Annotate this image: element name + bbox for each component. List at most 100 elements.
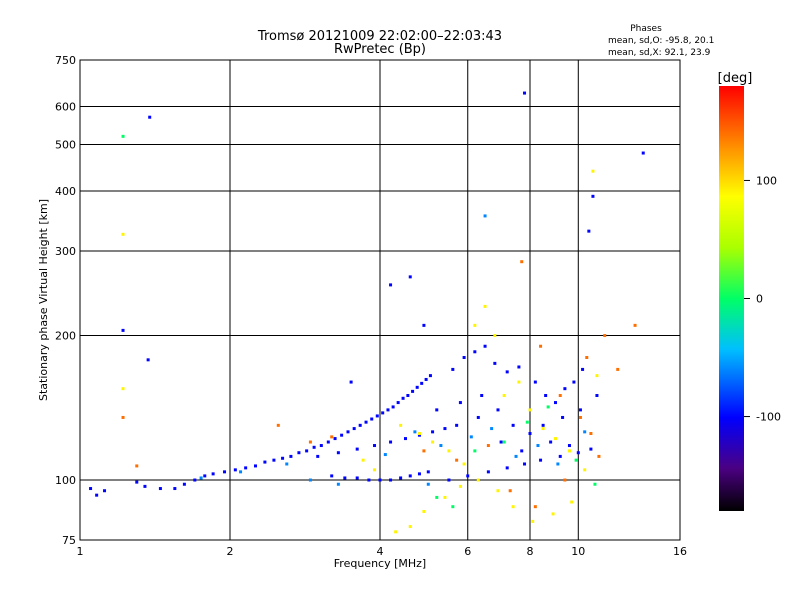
data-point [378,478,382,482]
data-point [272,458,276,462]
y-tick-label: 750 [55,54,76,67]
data-point [203,474,207,478]
y-tick-label: 400 [55,185,76,198]
data-point [567,444,571,448]
x-tick-label: 16 [673,545,687,558]
x-tick-label: 2 [227,545,234,558]
data-point [483,214,487,218]
data-point [541,427,545,431]
data-point [343,476,347,480]
data-point [253,464,257,468]
data-point [135,464,139,468]
data-point [496,489,500,493]
data-point [443,495,447,499]
data-point [539,344,543,348]
data-point [396,401,400,405]
data-point [199,476,203,480]
data-point [312,445,316,449]
data-point [502,394,506,398]
data-point [451,367,455,371]
data-point [276,423,280,427]
data-point [443,427,447,431]
x-tick-label: 8 [527,545,534,558]
data-point [211,472,215,476]
data-point [435,408,439,412]
data-point [330,474,334,478]
data-point [389,440,393,444]
data-point [422,509,426,513]
data-point [451,505,455,509]
data-point [483,344,487,348]
data-point [408,275,412,279]
data-point [148,115,152,119]
data-point [556,462,560,466]
data-point [546,405,550,409]
y-tick-label: 75 [62,534,76,547]
data-point [361,458,365,462]
data-point [146,358,150,362]
data-point [431,430,435,434]
data-point [326,440,330,444]
data-point [499,440,503,444]
data-point [394,530,398,534]
x-tick-label: 4 [377,545,384,558]
data-point [514,454,518,458]
data-point [373,444,377,448]
data-point [285,462,289,466]
data-point [533,505,537,509]
data-point [349,380,353,384]
phases-title: Phases [630,24,662,34]
data-point [439,444,443,448]
data-point [135,480,139,484]
data-point [389,283,393,287]
data-point [426,482,430,486]
data-point [121,134,125,138]
data-point [415,385,419,389]
data-point [399,476,403,480]
data-point [364,420,368,424]
data-point [641,151,645,155]
data-point [595,374,599,378]
data-point [476,415,480,419]
data-point [539,458,543,462]
chart-title: Tromsø 20121009 22:02:00–22:03:43 [257,29,502,44]
y-tick-label: 500 [55,139,76,152]
data-point [511,505,515,509]
data-point [289,454,293,458]
data-point [424,377,428,381]
data-point [520,449,524,453]
data-point [352,427,356,431]
data-point [533,380,537,384]
data-point [406,394,410,398]
data-point [563,478,567,482]
data-point [308,440,312,444]
data-point [308,478,312,482]
data-point [576,451,580,455]
data-point [95,493,99,497]
data-point [517,380,521,384]
data-point [333,437,337,441]
data-point [581,367,585,371]
data-point [528,408,532,412]
data-point [476,478,480,482]
data-point [486,470,490,474]
data-point [346,430,350,434]
data-point [458,484,462,488]
data-point [597,454,601,458]
colorbar-tick-label: -100 [756,411,781,424]
colorbar [719,86,744,511]
data-point [502,440,506,444]
data-point [417,472,421,476]
grid-lines [80,60,680,540]
data-point [567,449,571,453]
data-point [583,468,587,472]
data-point [143,484,147,488]
data-point [553,401,557,405]
y-tick-label: 600 [55,101,76,114]
data-point [121,232,125,236]
data-point [531,519,535,523]
data-point [223,470,227,474]
y-tick-label: 300 [55,245,76,258]
data-point [426,470,430,474]
